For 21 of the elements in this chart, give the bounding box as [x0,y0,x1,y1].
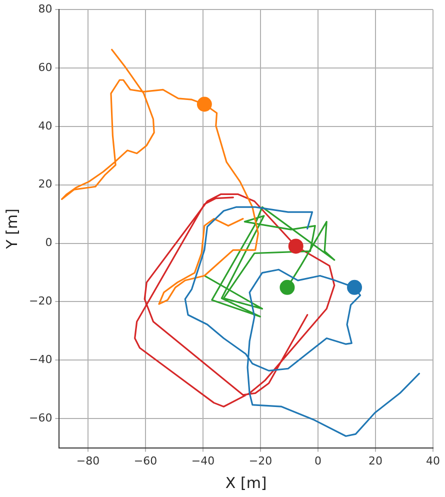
x-tick-label: −80 [76,454,100,468]
point [280,280,295,295]
y-tick-label: −20 [28,294,52,308]
y-tick-label: 20 [38,178,52,191]
y-tick-label: 60 [38,60,52,74]
x-tick-label: 20 [368,454,382,468]
y-tick-label: −40 [28,353,52,366]
point [288,238,304,254]
x-tick-label: −20 [248,454,272,468]
x-tick-label: 0 [314,454,322,468]
y-tick-label: 80 [38,2,52,16]
x-tick-label: −60 [134,454,158,468]
x-tick-label: −40 [191,454,215,468]
x-axis-title: X [m] [225,474,267,492]
y-tick-label: −60 [28,411,52,424]
x-tick-label: 40 [426,454,440,468]
y-tick-label: 0 [45,236,52,250]
point [347,280,362,295]
y-tick-label: 40 [38,119,52,132]
point [196,96,212,112]
y-axis-title: Y [m] [2,208,21,250]
